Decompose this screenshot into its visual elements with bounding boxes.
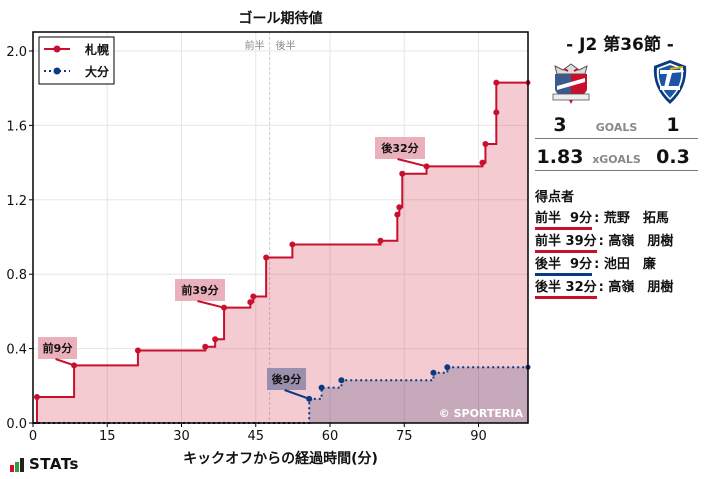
svg-text:後32分: 後32分 [381, 141, 418, 155]
svg-text:前半: 前半 [245, 39, 265, 52]
scorer-name: : 高嶺 朋樹 [598, 280, 674, 295]
stats-brand-logo: STATs [10, 457, 79, 472]
scorer-time: 後半 32分 [535, 279, 597, 299]
svg-text:前39分: 前39分 [181, 283, 218, 297]
home-goals: 3 [553, 114, 567, 136]
scorer-row: 前半 9分 : 荒野 拓馬 [535, 210, 669, 230]
svg-text:後半: 後半 [276, 39, 296, 52]
away-xg: 0.3 [656, 146, 690, 168]
svg-text:15: 15 [99, 429, 116, 444]
xg-label: xGOALS [592, 153, 641, 166]
trinita-crest-icon [653, 60, 687, 104]
consadole-crest-icon [552, 63, 590, 104]
x-axis-label: キックオフからの経過時間(分) [183, 451, 378, 467]
scorer-time: 後半 9分 [535, 256, 593, 276]
scorer-time: 前半 39分 [535, 233, 597, 253]
svg-text:30: 30 [173, 429, 190, 444]
goals-row: 3 GOALS 1 [535, 114, 698, 139]
xg-row: 1.83 xGOALS 0.3 [535, 146, 698, 171]
match-title: - J2 第36節 - [566, 35, 674, 55]
chart-title: ゴール期待値 [238, 11, 323, 27]
svg-text:前9分: 前9分 [43, 341, 73, 355]
svg-text:0.8: 0.8 [6, 268, 27, 283]
svg-text:0: 0 [29, 429, 37, 444]
svg-text:1.6: 1.6 [6, 119, 27, 134]
svg-text:1.2: 1.2 [6, 194, 27, 209]
svg-text:90: 90 [470, 429, 487, 444]
home-xg: 1.83 [536, 146, 584, 168]
svg-text:大分: 大分 [85, 64, 109, 79]
scorers-title: 得点者 [535, 190, 575, 205]
scorer-row: 後半 9分 : 池田 廉 [535, 256, 656, 276]
scorer-name: : 池田 廉 [594, 257, 656, 272]
scorer-name: : 高嶺 朋樹 [598, 234, 674, 249]
scorer-time: 前半 9分 [535, 210, 593, 230]
scorer-row: 前半 39分 : 高嶺 朋樹 [535, 233, 673, 253]
scorer-row: 後半 32分 : 高嶺 朋樹 [535, 279, 673, 299]
svg-text:2.0: 2.0 [6, 45, 27, 60]
bar-chart-icon [10, 458, 24, 472]
away-goals: 1 [666, 114, 680, 136]
svg-text:75: 75 [396, 429, 413, 444]
goals-label: GOALS [595, 121, 638, 134]
svg-text:札幌: 札幌 [84, 42, 109, 57]
scorer-name: : 荒野 拓馬 [594, 211, 669, 226]
svg-text:後9分: 後9分 [272, 372, 302, 386]
svg-text:© SPORTERIA: © SPORTERIA [439, 407, 524, 420]
brand-label: STATs [29, 455, 79, 473]
svg-text:60: 60 [322, 429, 339, 444]
svg-text:0.4: 0.4 [6, 343, 27, 358]
svg-text:45: 45 [247, 429, 264, 444]
svg-text:0.0: 0.0 [6, 417, 27, 432]
